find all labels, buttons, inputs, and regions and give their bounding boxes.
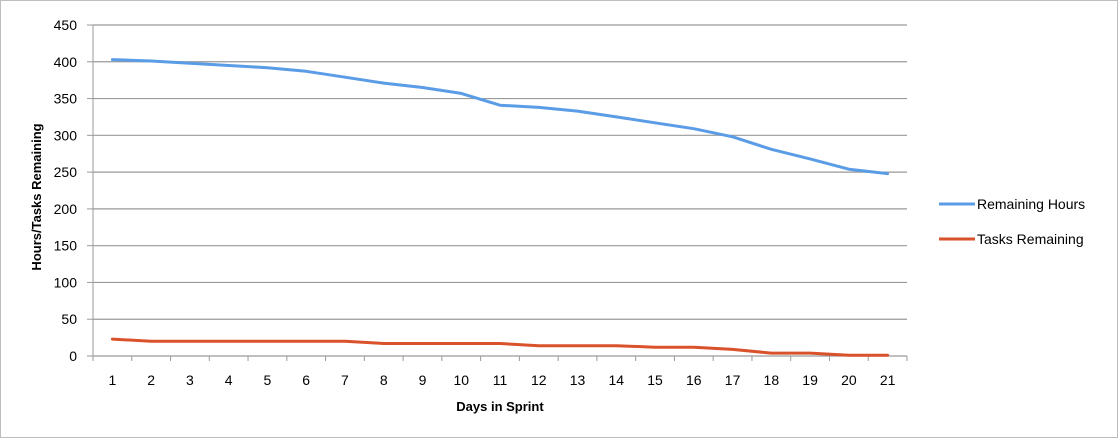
x-tick-label: 17: [725, 372, 741, 388]
x-tick-label: 4: [225, 372, 233, 388]
y-tick-labels: 0 50 100 150 200 250 300 350 400 450: [54, 17, 78, 364]
y-tick-label: 250: [54, 164, 78, 180]
y-tick-label: 400: [54, 54, 78, 70]
legend: Remaining Hours Tasks Remaining: [939, 196, 1085, 247]
x-tick-label: 2: [147, 372, 155, 388]
x-tick-label: 19: [802, 372, 818, 388]
x-tick-label: 3: [186, 372, 194, 388]
series-line-remaining-hours: [110, 58, 890, 176]
x-tick-label: 14: [608, 372, 624, 388]
x-tick-label: 15: [647, 372, 663, 388]
x-tick-label: 10: [453, 372, 469, 388]
y-tick-label: 200: [54, 201, 78, 217]
legend-label: Tasks Remaining: [977, 231, 1084, 247]
y-axis-title: Hours/Tasks Remaining: [29, 123, 44, 270]
x-tick-label: 18: [764, 372, 780, 388]
series-line-tasks-remaining: [110, 337, 890, 357]
x-tick-label: 8: [380, 372, 388, 388]
y-tick-label: 0: [69, 348, 77, 364]
y-tick-label: 50: [61, 311, 77, 327]
x-tick-label: 1: [108, 372, 116, 388]
x-tick-label: 12: [531, 372, 547, 388]
x-tick-label: 5: [264, 372, 272, 388]
gridlines: [93, 24, 907, 320]
x-tick-label: 16: [686, 372, 702, 388]
x-tick-label: 20: [841, 372, 857, 388]
axes: [87, 24, 908, 361]
y-tick-label: 450: [54, 17, 78, 33]
y-tick-label: 350: [54, 91, 78, 107]
x-tick-label: 6: [302, 372, 310, 388]
y-tick-label: 100: [54, 274, 78, 290]
y-tick-label: 300: [54, 127, 78, 143]
x-tick-label: 9: [419, 372, 427, 388]
series-lines: [110, 58, 890, 357]
x-tick-label: 21: [880, 372, 896, 388]
x-tick-labels: 1 2 3 4 5 6 7 8 9 10 11 12 13 14 15 16 17 18 19 20 21: [108, 372, 895, 388]
x-axis-title: Days in Sprint: [456, 399, 544, 414]
x-tick-label: 7: [341, 372, 349, 388]
x-tick-label: 11: [493, 372, 508, 388]
legend-label: Remaining Hours: [977, 196, 1085, 212]
y-tick-label: 150: [54, 238, 78, 254]
x-tick-label: 13: [570, 372, 586, 388]
